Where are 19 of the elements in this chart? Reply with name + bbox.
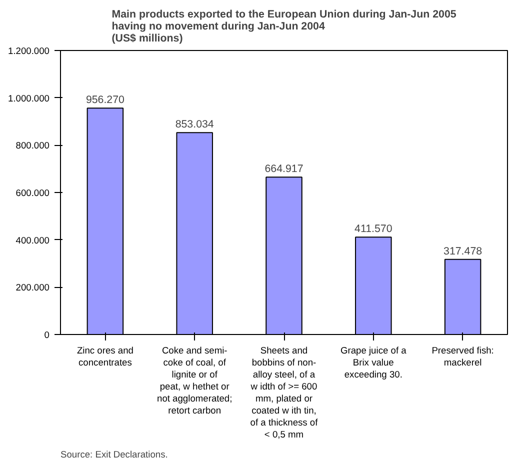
data-label: 853.034 <box>175 118 214 131</box>
x-tick-label: Grape juice of a Brix value exceeding 30. <box>340 346 408 380</box>
y-tick-label: 600.000 <box>16 188 50 198</box>
y-tick-label: 200.000 <box>16 282 50 293</box>
x-tick-label: Preserved fish: mackerel <box>432 346 494 368</box>
y-tick-label: 1.000.000 <box>8 93 50 104</box>
x-tick-label: Coke and semi-coke of coal, of lignite or of peat, w hethet or not agglomerated; retort carbon <box>157 346 232 416</box>
x-tick-label: Zinc ores and concentrates <box>76 346 134 368</box>
y-tick-label: 800.000 <box>16 140 50 151</box>
y-tick-label: 1.200.000 <box>8 46 50 56</box>
data-label: 956.270 <box>86 94 125 106</box>
x-tick-label: Sheets and bobbins of non-alloy steel, of a w idth of >= 600 mm, plated or coated w ith tin, of a thickness of < 0,5 mm <box>250 346 318 440</box>
source-note: Source: Exit Declarations. <box>60 450 168 460</box>
data-label: 664.917 <box>264 163 304 176</box>
data-label: 411.570 <box>354 223 392 236</box>
data-label: 317.478 <box>444 245 482 258</box>
y-tick-label: 400.000 <box>16 235 50 246</box>
y-tick-label: 0 <box>44 330 50 340</box>
chart-title: Main products exported to the European Union during Jan-Jun 2005 having no movement during Jan-Jun 2004 (US$ millions) <box>112 8 456 44</box>
